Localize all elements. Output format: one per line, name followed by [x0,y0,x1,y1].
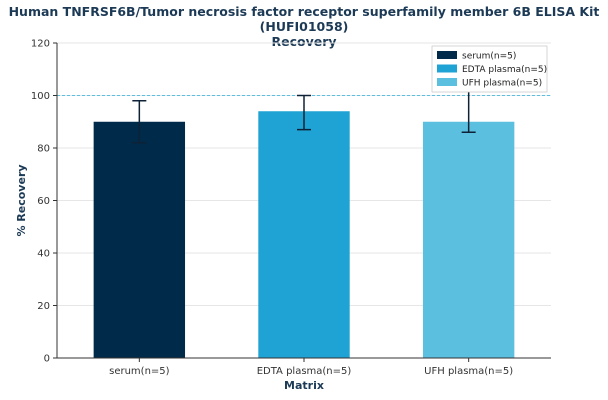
y-tick-label-5: 100 [31,91,50,102]
y-tick-label-6: 120 [31,39,50,50]
legend-swatch-1 [437,64,457,73]
error-bars-layer [132,86,476,144]
bar-0 [93,121,186,358]
y-axis-label: % Recovery [15,164,28,236]
y-tick-label-0: 0 [44,354,50,365]
bar-2 [422,121,515,358]
bar-1 [258,111,350,358]
legend-label-1: EDTA plasma(n=5) [462,65,547,75]
y-tick-label-2: 40 [37,249,50,260]
x-tick-label-1: EDTA plasma(n=5) [257,366,352,377]
legend-label-0: serum(n=5) [462,52,516,62]
y-tick-label-3: 60 [37,196,50,207]
x-tick-label-2: UFH plasma(n=5) [424,366,513,377]
x-tick-label-0: serum(n=5) [109,366,170,377]
chart-title-line1: Human TNFRSF6B/Tumor necrosis factor rec… [8,4,600,34]
bars-layer [93,111,515,358]
legend: serum(n=5) EDTA plasma(n=5) UFH plasma(n=5… [431,45,548,93]
x-tick-labels: serum(n=5) EDTA plasma(n=5) UFH plasma(n=5… [109,358,513,377]
y-tick-label-4: 80 [37,144,50,155]
y-tick-label-1: 20 [37,301,50,312]
legend-swatch-0 [437,51,457,59]
legend-label-2: UFH plasma(n=5) [462,79,542,89]
y-tick-labels: 0 20 40 60 80 100 120 [31,39,50,365]
legend-swatch-2 [437,78,457,86]
chart-title: Human TNFRSF6B/Tumor necrosis factor rec… [0,4,608,49]
x-axis-label: Matrix [284,379,324,392]
chart-title-line2: Recovery [271,34,337,49]
